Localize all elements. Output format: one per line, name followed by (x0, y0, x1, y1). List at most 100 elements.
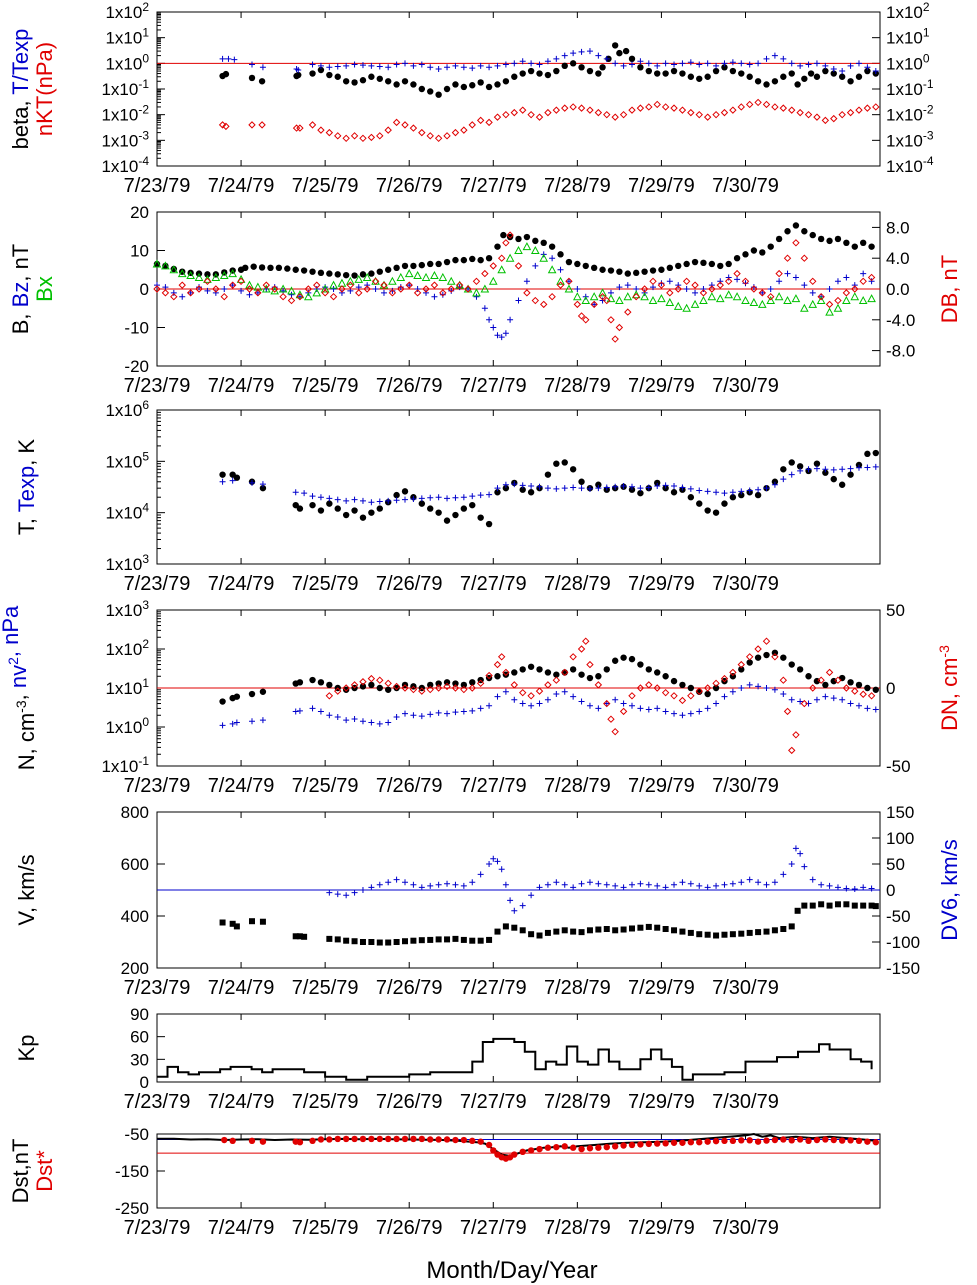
data-point (233, 693, 241, 700)
data-point (678, 106, 687, 114)
x-tick-label: 7/27/79 (460, 1091, 527, 1113)
data-point (350, 132, 359, 140)
x-tick-label: 7/24/79 (208, 775, 275, 797)
data-point (536, 483, 543, 490)
data-point (788, 923, 795, 930)
data-point (544, 58, 551, 65)
data-point (780, 926, 787, 932)
data-point (494, 485, 501, 492)
data-point (708, 260, 716, 268)
data-point (259, 484, 267, 492)
data-point (754, 1138, 762, 1145)
data-point (830, 695, 837, 702)
data-point (645, 67, 653, 75)
data-point (851, 243, 858, 250)
data-point (259, 1138, 267, 1145)
data-point (708, 285, 716, 293)
data-point (611, 335, 619, 343)
data-point (687, 684, 695, 692)
data-point (219, 270, 229, 280)
data-point (615, 323, 624, 332)
data-point (444, 64, 451, 71)
data-point (469, 255, 476, 263)
x-tick-label: 7/24/79 (208, 1217, 275, 1239)
data-point (427, 494, 434, 501)
data-point (418, 1135, 426, 1143)
data-point (586, 879, 593, 886)
plot-frame (156, 1133, 881, 1209)
data-point (245, 280, 254, 289)
data-point (427, 1136, 434, 1143)
data-point (712, 509, 720, 516)
data-point (662, 673, 669, 680)
right-tick-label: 50 (886, 601, 905, 620)
y-tick-label: 10 (130, 242, 149, 261)
x-tick-label: 7/25/79 (292, 977, 359, 999)
data-point (733, 269, 741, 278)
right-tick-label: 1x10-3 (886, 128, 934, 150)
data-point (788, 106, 796, 114)
data-point (402, 496, 409, 503)
chart-panels: 7/23/79 7/24/79 7/25/79 7/26/79 7/27/79 7/28/… (0, 0, 962, 1239)
data-point (603, 110, 611, 119)
data-point (842, 295, 851, 305)
right-tick-label: 100 (886, 829, 914, 848)
data-point (426, 685, 434, 694)
data-point (233, 923, 240, 930)
data-point (292, 489, 299, 496)
data-point (586, 1145, 594, 1152)
data-point (780, 691, 787, 698)
data-point (452, 511, 459, 519)
data-point (368, 73, 375, 80)
data-point (481, 305, 488, 312)
data-point (427, 88, 434, 95)
x-tick-label: 7/23/79 (124, 375, 191, 397)
data-point (486, 316, 493, 323)
data-point (738, 60, 745, 67)
data-point (771, 686, 778, 693)
data-point (754, 645, 762, 653)
data-point (750, 247, 758, 254)
data-point (212, 289, 219, 296)
data-point (662, 1140, 669, 1147)
data-point (675, 262, 682, 270)
data-point (641, 268, 648, 275)
data-point (477, 514, 484, 521)
x-tick-label: 7/29/79 (628, 573, 695, 595)
data-point (578, 478, 585, 485)
data-point (565, 258, 573, 266)
data-point (713, 62, 720, 69)
data-point (413, 270, 422, 280)
data-point (817, 676, 825, 684)
data-point (259, 918, 266, 925)
data-point (359, 939, 366, 945)
data-point (645, 666, 653, 673)
data-point (603, 55, 610, 62)
data-point (304, 285, 313, 293)
data-point (553, 1143, 560, 1151)
data-point (586, 106, 594, 114)
data-point (443, 517, 451, 524)
data-point (162, 284, 169, 291)
data-point (460, 882, 467, 889)
data-point (384, 1135, 392, 1143)
data-point (645, 681, 653, 689)
data-point (666, 289, 674, 297)
data-point (368, 719, 375, 726)
data-point (468, 121, 476, 129)
data-point (506, 233, 514, 241)
data-point (737, 660, 745, 669)
data-point (292, 708, 299, 715)
y-axis-title: T, Texp, K (14, 439, 39, 536)
data-point (822, 681, 829, 689)
data-point (446, 276, 456, 285)
data-point (813, 1136, 821, 1144)
right-tick-label: -8.0 (886, 342, 915, 361)
data-point (270, 285, 279, 293)
data-point (418, 61, 425, 68)
data-point (494, 62, 501, 69)
x-tick-label: 7/30/79 (712, 1091, 779, 1113)
data-point (838, 110, 846, 119)
data-point (451, 684, 460, 692)
data-point (788, 861, 795, 867)
